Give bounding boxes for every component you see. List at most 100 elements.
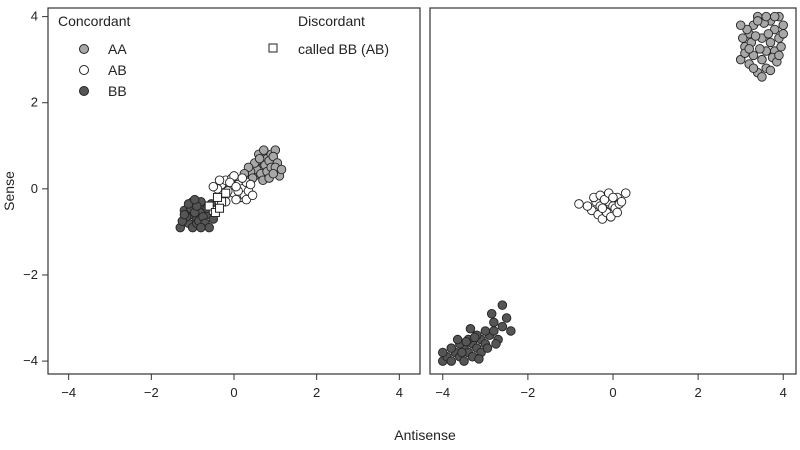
legend-marker-bb: [79, 86, 89, 96]
x-tick-label: 2: [313, 385, 320, 400]
y-tick-label: −4: [23, 353, 38, 368]
point-ab: [237, 173, 248, 183]
legend-marker-ab: [79, 65, 89, 75]
point-aa: [763, 29, 774, 39]
panel-left: −4 −2 0 2 4 −4 −2 0 2 4: [23, 9, 403, 400]
legend-marker-called-bb-ab: [268, 43, 278, 53]
point-bb: [446, 343, 457, 353]
x-tick-label: 0: [230, 385, 237, 400]
point-bb: [465, 324, 476, 334]
point-ab: [231, 194, 241, 205]
point-bb: [196, 222, 206, 233]
x-tick-label: 4: [780, 385, 787, 400]
point-bb: [482, 343, 493, 353]
point-ab: [247, 190, 258, 201]
point-bb: [446, 356, 457, 366]
point-bb: [480, 326, 491, 336]
point-ab: [214, 175, 225, 185]
legend-discordant-title: Discordant: [298, 13, 365, 29]
point-aa: [735, 20, 746, 30]
point-aa: [748, 63, 759, 74]
point-bb: [438, 347, 448, 358]
point-bb: [506, 326, 516, 336]
legend-discordant: Discordant called BB (AB): [268, 13, 389, 57]
point-aa: [765, 65, 776, 76]
point-aa: [744, 44, 754, 54]
point-ab: [612, 207, 623, 218]
point-bb: [497, 321, 508, 332]
point-aa: [735, 54, 746, 65]
x-tick-label: −4: [61, 385, 76, 400]
point-bb: [469, 332, 480, 343]
point-bb: [179, 209, 190, 220]
legend-label-bb: BB: [108, 83, 127, 99]
legend-marker-aa: [79, 44, 89, 54]
legend-label-aa: AA: [108, 41, 127, 57]
point-ab: [621, 188, 631, 198]
point-bb: [457, 347, 467, 358]
point-ab: [616, 197, 627, 207]
point-bb: [452, 334, 463, 345]
point-ab: [208, 181, 219, 192]
y-tick-label: 4: [31, 9, 38, 24]
x-tick-label: 0: [609, 385, 616, 400]
point-ab: [231, 181, 241, 192]
legend-label-ab: AB: [108, 62, 127, 78]
x-axis-title: Antisense: [394, 427, 456, 443]
point-aa: [757, 54, 767, 65]
point-aa: [778, 29, 788, 39]
y-tick-label: 0: [31, 181, 38, 196]
legend-concordant: Concordant AA AB BB: [58, 13, 130, 99]
point-aa: [755, 44, 765, 54]
point-called-bb-ab: [204, 201, 214, 211]
point-aa: [778, 20, 788, 30]
panel-right: −4 −2 0 2 4: [435, 11, 788, 400]
point-aa: [757, 72, 767, 82]
point-aa: [769, 24, 780, 35]
point-aa: [276, 164, 287, 175]
point-bb: [189, 194, 200, 205]
point-aa: [750, 31, 761, 41]
x-tick-label: 2: [694, 385, 701, 400]
point-aa: [259, 145, 269, 155]
y-tick-label: −2: [23, 267, 38, 282]
x-tick-label: −2: [144, 385, 159, 400]
point-bb: [501, 313, 512, 323]
point-bb: [459, 356, 469, 366]
legend-concordant-title: Concordant: [58, 13, 130, 29]
point-aa: [769, 11, 780, 22]
y-axis-title: Sense: [1, 171, 17, 211]
point-called-bb-ab: [215, 203, 225, 213]
point-called-bb-ab: [221, 188, 231, 198]
point-bb: [489, 326, 499, 336]
x-tick-label: −2: [520, 385, 535, 400]
point-aa: [774, 50, 784, 61]
point-bb: [489, 317, 499, 328]
point-aa: [761, 11, 771, 22]
x-tick-label: 4: [396, 385, 403, 400]
point-bb: [461, 336, 471, 347]
point-aa: [254, 153, 265, 164]
point-ab: [245, 179, 256, 190]
point-aa: [742, 24, 752, 35]
point-ab: [574, 199, 584, 209]
point-aa: [765, 37, 776, 48]
y-tick-label: 2: [31, 95, 38, 110]
point-aa: [268, 169, 279, 179]
point-bb: [497, 300, 508, 310]
point-aa: [776, 42, 786, 52]
point-ab: [606, 212, 616, 222]
point-aa: [738, 33, 748, 43]
point-ab: [582, 201, 593, 211]
point-bb: [474, 354, 484, 364]
point-bb: [486, 308, 497, 319]
point-aa: [752, 16, 763, 26]
point-called-bb-ab: [212, 192, 222, 202]
legend-label-called-bb-ab: called BB (AB): [298, 41, 389, 57]
point-bb: [491, 339, 501, 349]
point-bb: [204, 222, 214, 233]
point-ab: [608, 192, 618, 203]
x-tick-label: −4: [435, 385, 450, 400]
point-ab: [597, 203, 608, 213]
